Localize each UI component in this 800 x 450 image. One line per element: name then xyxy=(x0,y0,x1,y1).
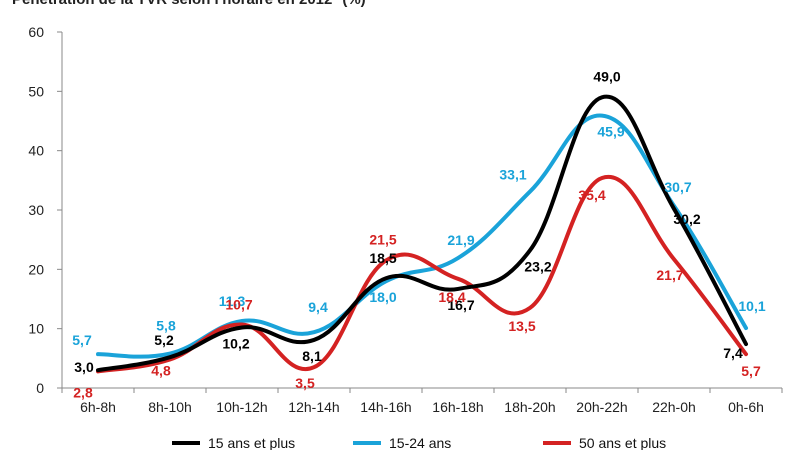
data-label-s2-10: 10,1 xyxy=(738,298,765,314)
data-label-s1-8: 49,0 xyxy=(593,68,620,84)
axes: 0 10 20 30 40 50 60 6h-8h 8h-10h 10h-12h 12h-14h 14… xyxy=(28,24,783,415)
data-label-s1-2: 5,2 xyxy=(154,332,174,348)
data-label-s3-8: 35,4 xyxy=(578,187,605,203)
data-label-s1-10: 7,4 xyxy=(723,345,743,361)
y-tick-label: 0 xyxy=(36,380,44,396)
data-label-s2-6: 21,9 xyxy=(447,232,474,248)
data-label-s3-7: 13,5 xyxy=(508,318,535,334)
x-tick-label: 14h-16h xyxy=(360,399,411,415)
data-label-s2-1: 5,7 xyxy=(72,332,92,348)
series-lines xyxy=(96,94,748,374)
data-label-s3-3: 10,7 xyxy=(225,297,252,313)
x-tick-label: 12h-14h xyxy=(288,399,339,415)
data-labels: 3,0 5,2 10,2 8,1 18,5 16,7 23,2 49,0 30,2 7,4 5,7 5… xyxy=(72,68,766,400)
data-label-s3-2: 4,8 xyxy=(151,363,171,379)
data-label-s3-6: 18,4 xyxy=(438,289,465,305)
y-tick-label: 50 xyxy=(28,83,44,99)
y-tick-label: 60 xyxy=(28,24,44,40)
data-label-s3-1: 2,8 xyxy=(73,384,93,400)
data-label-s3-4: 3,5 xyxy=(295,375,315,391)
data-label-s1-7: 23,2 xyxy=(524,258,551,274)
data-label-s3-5: 21,5 xyxy=(369,231,396,247)
x-tick-label: 20h-22h xyxy=(576,399,627,415)
data-label-s1-9: 30,2 xyxy=(673,211,700,227)
data-label-s1-1: 3,0 xyxy=(74,359,94,375)
data-label-s1-5: 18,5 xyxy=(369,250,396,266)
data-label-s1-4: 8,1 xyxy=(302,348,322,364)
legend-label-1: 15 ans et plus xyxy=(208,435,295,450)
data-label-s2-8: 45,9 xyxy=(597,124,624,140)
x-tick-label: 10h-12h xyxy=(216,399,267,415)
x-tick-label: 22h-0h xyxy=(652,399,696,415)
data-label-s2-3: 11,3 xyxy=(219,293,246,309)
data-label-s2-9: 30,7 xyxy=(664,179,691,195)
series-line-3 xyxy=(96,174,748,374)
data-label-s3-9: 21,7 xyxy=(656,267,683,283)
series-line-1 xyxy=(96,94,748,373)
y-tick-label: 30 xyxy=(28,202,44,218)
x-tick-label: 18h-20h xyxy=(504,399,555,415)
x-tick-label: 0h-6h xyxy=(728,399,764,415)
y-tick-label: 20 xyxy=(28,261,44,277)
y-tick-label: 40 xyxy=(28,143,44,159)
data-label-s1-6: 16,7 xyxy=(447,297,474,313)
data-label-s2-7: 33,1 xyxy=(499,167,526,183)
x-tick-label: 6h-8h xyxy=(80,399,116,415)
chart-title: Pénétration de la TVR selon l'horaire en… xyxy=(12,0,366,8)
data-label-s2-5: 18,0 xyxy=(369,289,396,305)
legend: 15 ans et plus 15-24 ans 50 ans et plus xyxy=(172,435,666,450)
data-label-s3-10: 5,7 xyxy=(741,363,761,379)
data-label-s2-4: 9,4 xyxy=(308,299,328,315)
y-tick-label: 10 xyxy=(28,321,44,337)
legend-label-3: 50 ans et plus xyxy=(579,435,666,450)
x-tick-label: 16h-18h xyxy=(432,399,483,415)
x-tick-label: 8h-10h xyxy=(148,399,192,415)
data-label-s1-3: 10,2 xyxy=(222,335,249,351)
data-label-s2-2: 5,8 xyxy=(156,318,176,334)
legend-label-2: 15-24 ans xyxy=(389,435,451,450)
